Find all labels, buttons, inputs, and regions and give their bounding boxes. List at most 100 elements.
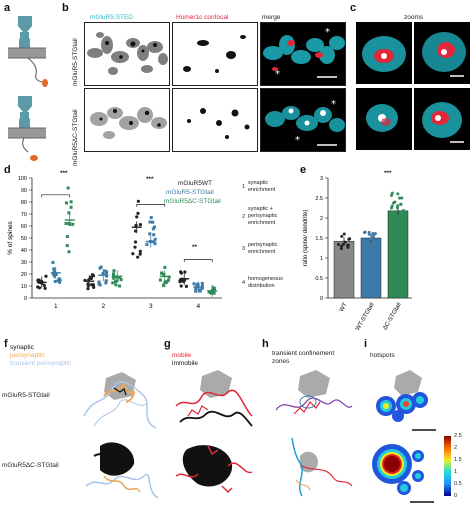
svg-text:*: * <box>325 27 330 38</box>
legend-transient: transient perisynaptic <box>10 360 72 367</box>
hotspots-title: hotspots <box>370 352 395 359</box>
panel-g-label: g <box>164 338 171 350</box>
e-data-point <box>389 193 393 197</box>
d-y-tick-label: 100 <box>18 176 27 182</box>
panel-a-label: a <box>4 2 11 14</box>
d-data-point <box>183 270 187 274</box>
homer-image-row2 <box>172 88 258 152</box>
trajectory-map-f2 <box>85 442 159 499</box>
e-data-point <box>390 215 394 219</box>
d-data-point <box>207 290 211 294</box>
zoom-image-4 <box>414 88 470 150</box>
category-1-num: 1 <box>242 184 246 190</box>
d-data-point <box>194 289 198 293</box>
d-sig-bracket-1 <box>41 194 71 198</box>
d-data-point <box>138 252 142 256</box>
d-data-point <box>149 216 153 220</box>
d-data-point <box>136 255 140 259</box>
d-y-axis-label: % of spines <box>7 220 14 254</box>
d-data-point <box>153 242 157 246</box>
tcz-title: transient confinement zones <box>272 350 335 365</box>
d-data-point <box>65 244 69 248</box>
d-y-tick-label: 10 <box>21 284 27 290</box>
sted-image-row2 <box>84 88 170 152</box>
d-data-point <box>52 267 56 271</box>
d-y-tick-label: 30 <box>21 260 27 266</box>
sig-e: *** <box>384 170 392 177</box>
d-y-tick-label: 50 <box>21 236 27 242</box>
colorbar-tick-1: 2 <box>454 445 458 451</box>
d-data-point <box>86 287 90 291</box>
panel-e-label: e <box>300 164 307 176</box>
e-data-point <box>340 234 344 238</box>
d-data-point <box>91 283 95 287</box>
zoom-image-3 <box>356 88 412 150</box>
receptor-upper-icon <box>8 16 48 87</box>
d-data-point <box>138 249 142 253</box>
d-data-point <box>52 270 56 274</box>
d-data-point <box>112 269 116 273</box>
e-data-point <box>363 230 367 234</box>
d-data-point <box>86 283 90 288</box>
e-bar <box>360 237 382 299</box>
d-data-point <box>87 278 91 282</box>
e-data-point <box>346 245 350 249</box>
e-data-point <box>374 239 378 243</box>
d-y-tick-label: 0 <box>24 296 27 302</box>
f-row-label-1: mGluR5-STGtail <box>2 392 50 399</box>
d-data-point <box>148 220 152 224</box>
d-data-point <box>97 282 101 286</box>
zoom-image-2 <box>414 22 470 84</box>
category-2-num: 2 <box>242 214 246 220</box>
e-data-point <box>394 219 398 223</box>
legend-wt: mGluR5WT <box>178 180 212 187</box>
d-data-point <box>178 279 182 283</box>
d-data-point <box>134 229 138 233</box>
e-bar <box>387 210 409 299</box>
tcz-map-h1 <box>275 370 353 415</box>
d-data-point <box>111 275 115 279</box>
e-y-tick-label: 0.5 <box>315 276 323 282</box>
receptor-lower-icon <box>8 96 46 161</box>
e-y-tick-label: 3 <box>320 176 323 182</box>
d-data-point <box>136 199 140 203</box>
d-data-point <box>44 274 48 278</box>
d-data-point <box>198 289 202 293</box>
d-data-point <box>89 276 93 280</box>
d-data-point <box>69 205 73 209</box>
colorbar-tick-5: 0 <box>454 493 458 499</box>
tcz-map-h2 <box>291 437 353 497</box>
d-data-point <box>152 225 156 229</box>
zoom-image-1 <box>356 22 412 84</box>
trajectory-map-g2 <box>175 445 253 494</box>
d-data-point <box>152 233 156 237</box>
d-data-point <box>83 278 87 282</box>
sig-d-2: *** <box>146 176 154 183</box>
legend-dc: mGluR5ΔC-STGtail <box>164 198 221 205</box>
e-data-point <box>396 192 400 196</box>
e-data-point <box>368 243 372 247</box>
trajectory-map-f1 <box>83 372 157 429</box>
category-3-num: 3 <box>242 246 246 252</box>
e-y-tick-label: 2.5 <box>315 196 323 202</box>
e-y-axis-label: ratio (spine/ dendrite) <box>303 210 309 267</box>
e-data-point <box>346 243 350 247</box>
e-data-point <box>390 204 394 208</box>
d-y-tick-label: 60 <box>21 224 27 230</box>
d-data-point <box>212 287 216 291</box>
d-data-point <box>200 284 204 288</box>
row-label-dc-stgtail: mGluR5ΔC-STGtail <box>72 109 79 166</box>
d-data-point <box>67 211 71 215</box>
e-x-tick-label: WT <box>339 302 349 313</box>
d-data-point <box>167 275 171 279</box>
d-data-point <box>71 222 75 226</box>
d-x-tick-label: 1 <box>54 303 58 310</box>
merge-image-row2: * * <box>260 88 346 152</box>
d-data-point <box>145 243 149 247</box>
f-row-label-2: mGluR5ΔC-STGtail <box>2 462 59 469</box>
svg-text:*: * <box>295 135 300 146</box>
d-data-point <box>138 223 143 227</box>
chart-e-ratio: 0 0.5 1 1.5 2 2.5 3 ratio (spine/ dendrite) WT WT… <box>303 176 412 332</box>
panel-b-label: b <box>62 2 69 14</box>
d-data-point <box>105 270 109 274</box>
